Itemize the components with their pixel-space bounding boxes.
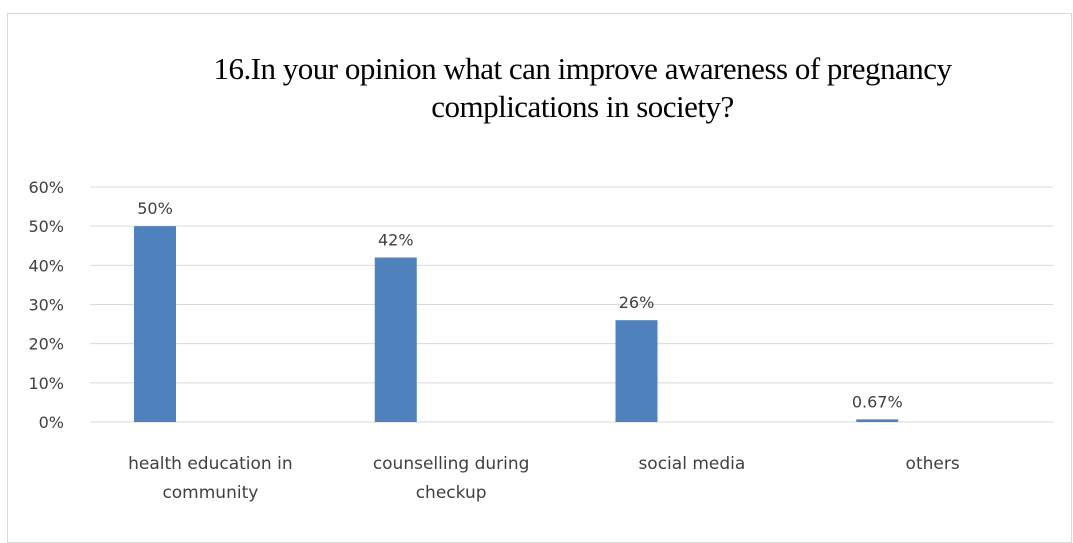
y-tick-label: 50% bbox=[28, 217, 64, 236]
y-tick-label: 10% bbox=[28, 374, 64, 393]
data-labels: 50% 42% 26% 0.67% bbox=[137, 199, 902, 411]
x-category-label: health education in bbox=[128, 454, 292, 474]
chart-title: 16.In your opinion what can improve awar… bbox=[0, 50, 1073, 126]
y-tick-label: 60% bbox=[28, 178, 64, 197]
x-category-label: counselling during bbox=[373, 454, 530, 474]
data-label: 0.67% bbox=[852, 392, 903, 411]
bar bbox=[134, 226, 177, 422]
data-label: 26% bbox=[619, 293, 655, 312]
x-category-label: community bbox=[162, 483, 258, 503]
bar bbox=[615, 320, 658, 422]
bar bbox=[374, 257, 417, 422]
y-tick-label: 30% bbox=[28, 296, 64, 315]
bars bbox=[134, 226, 899, 422]
bar bbox=[856, 419, 899, 422]
chart-frame bbox=[7, 13, 1072, 543]
y-tick-label: 40% bbox=[28, 256, 64, 275]
y-tick-label: 0% bbox=[39, 413, 64, 432]
x-category-label: checkup bbox=[416, 483, 487, 503]
chart-title-line-2: complications in society? bbox=[431, 89, 734, 124]
x-category-label: social media bbox=[638, 454, 745, 474]
y-tick-label: 20% bbox=[28, 335, 64, 354]
x-axis-categories: health education in community counselling … bbox=[128, 454, 960, 503]
data-label: 50% bbox=[137, 199, 173, 218]
chart-title-line-1: 16.In your opinion what can improve awar… bbox=[213, 51, 952, 86]
data-label: 42% bbox=[378, 231, 414, 250]
y-axis-ticks: 0% 10% 20% 30% 40% 50% 60% bbox=[28, 178, 64, 432]
x-category-label: others bbox=[906, 454, 960, 474]
gridlines bbox=[90, 186, 1053, 423]
